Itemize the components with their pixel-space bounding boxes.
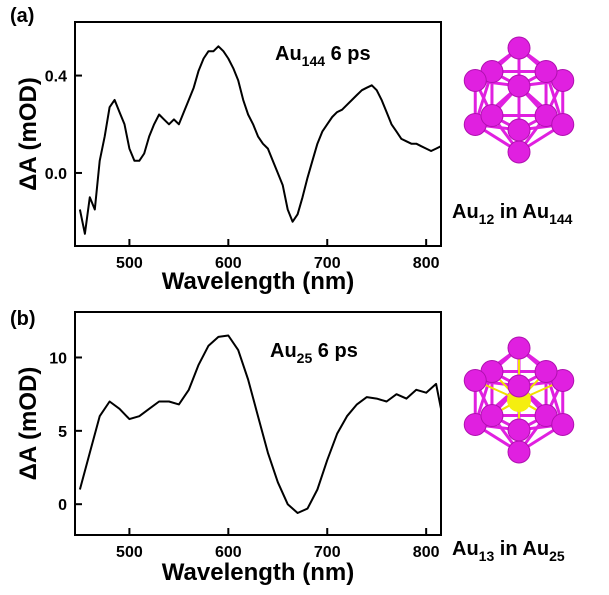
- x-tick-label: 700: [314, 255, 341, 272]
- atom: [507, 140, 531, 164]
- rich-label: Au13​ in Au25​: [452, 538, 565, 564]
- plot-frame: [74, 21, 442, 247]
- label-part: Au: [275, 43, 302, 65]
- label-part: in Au: [494, 201, 549, 223]
- y-tick-label: 5: [58, 424, 67, 441]
- atom: [507, 36, 531, 60]
- atom: [534, 60, 558, 84]
- x-axis-label: Wavelength (nm): [162, 268, 354, 295]
- atom: [551, 112, 575, 136]
- atom: [551, 412, 575, 436]
- panel-label: (b): [10, 308, 36, 330]
- label-part: 6 ps: [312, 340, 358, 362]
- rich-label: Au144​ 6 ps: [275, 43, 371, 69]
- atom: [463, 68, 487, 92]
- label-part: 6 ps: [325, 43, 371, 65]
- rich-label: Au25​ 6 ps: [270, 340, 358, 366]
- y-axis-label: ΔA (mOD): [15, 367, 42, 481]
- x-tick-label: 500: [116, 255, 143, 272]
- label-subscript: 144: [549, 211, 573, 227]
- atom: [534, 360, 558, 384]
- label-subscript: 25: [297, 350, 313, 366]
- y-axis-label: ΔA (mOD): [15, 77, 42, 191]
- x-tick-label: 800: [413, 544, 440, 561]
- atom: [507, 336, 531, 360]
- x-axis-label: Wavelength (nm): [162, 559, 354, 586]
- y-tick-label: 0.4: [45, 69, 67, 86]
- y-tick-label: 0.0: [45, 166, 67, 183]
- panel-label: (a): [10, 5, 34, 27]
- atom: [480, 404, 504, 428]
- label-part: in Au: [494, 538, 549, 560]
- label-subscript: 25: [549, 548, 565, 564]
- atom: [507, 374, 531, 398]
- label-subscript: 12: [479, 211, 495, 227]
- x-tick-label: 500: [116, 544, 143, 561]
- cluster-structure: [463, 336, 575, 464]
- label-subscript: 144: [302, 53, 326, 69]
- atom: [463, 368, 487, 392]
- y-tick-label: 0: [58, 497, 67, 514]
- x-tick-label: 800: [413, 255, 440, 272]
- data-line: [78, 334, 442, 514]
- data-line: [78, 45, 442, 235]
- atom: [507, 418, 531, 442]
- cluster-structure: [463, 36, 575, 164]
- x-tick-label: 700: [314, 544, 341, 561]
- label-part: Au: [452, 201, 479, 223]
- y-tick-label: 10: [49, 350, 67, 367]
- plot-frame: [74, 311, 442, 536]
- atom: [507, 118, 531, 142]
- label-part: Au: [270, 340, 297, 362]
- label-subscript: 13: [479, 548, 495, 564]
- x-tick-label: 600: [215, 255, 242, 272]
- atom: [480, 104, 504, 128]
- x-tick-label: 600: [215, 544, 242, 561]
- atom: [507, 74, 531, 98]
- atom: [507, 440, 531, 464]
- label-part: Au: [452, 538, 479, 560]
- rich-label: Au12​ in Au144​: [452, 201, 573, 227]
